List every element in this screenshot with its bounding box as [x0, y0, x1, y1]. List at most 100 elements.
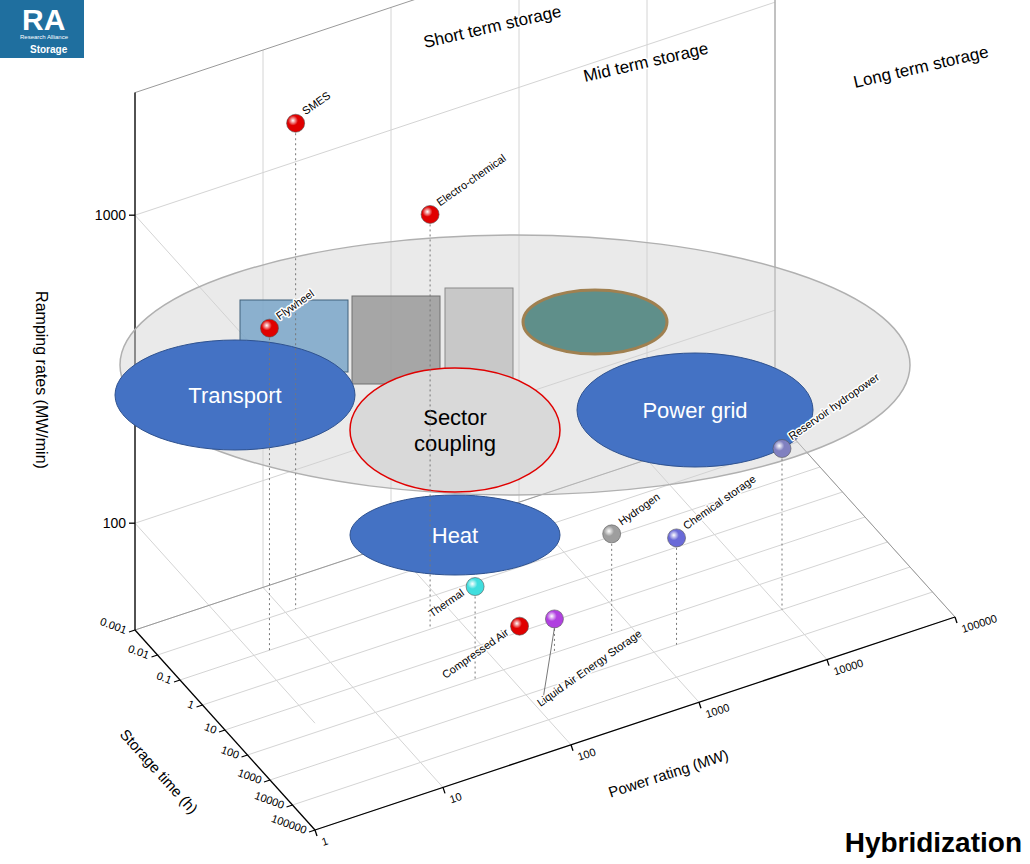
- point: [603, 525, 621, 543]
- x-tick-label: 0.01: [127, 642, 151, 661]
- point-label: SMES: [300, 89, 332, 117]
- photo-reservoir: [523, 290, 667, 354]
- point: [466, 578, 484, 596]
- x-tick-label: 10000: [253, 789, 286, 811]
- grid-line: [293, 592, 933, 805]
- logo-subtitle: Research Alliance: [20, 34, 69, 40]
- drop-line: [782, 449, 783, 610]
- grid-line: [315, 617, 955, 830]
- sector-ellipse: [115, 340, 355, 450]
- point: [511, 617, 529, 635]
- z-axis: [315, 617, 955, 830]
- x-axis-title: Storage time (h): [117, 726, 202, 817]
- grid-line: [203, 492, 843, 705]
- z-tick: [571, 745, 573, 751]
- y-tick-label: 100: [103, 515, 127, 531]
- grid-line: [391, 545, 571, 745]
- grid-line: [180, 467, 820, 680]
- point: [773, 440, 791, 458]
- z-tick: [315, 830, 317, 836]
- sector-ellipse: [350, 495, 560, 575]
- z-tick: [827, 660, 829, 666]
- drop-line: [269, 328, 270, 650]
- sector-ellipse: [577, 353, 813, 467]
- x-tick-label: 0.001: [98, 615, 128, 636]
- z-axis-title: Power rating (MW): [606, 746, 730, 801]
- axes: 10010000.0010.010.1110100100010000100000…: [33, 93, 999, 848]
- grid-line: [248, 542, 888, 755]
- center-ellipse: [350, 368, 560, 492]
- grid-line: [263, 587, 443, 787]
- chart: RAResearch Alliance Storage 100 1000 0.001 0.…: [0, 0, 1030, 864]
- x-tick: [197, 705, 203, 707]
- z-tick: [699, 702, 701, 708]
- footer: Hybridization: [845, 827, 1022, 858]
- x-tick: [287, 805, 293, 807]
- x-tick-label: 100: [220, 743, 241, 761]
- drop-line: [611, 534, 612, 634]
- drop-line: [676, 538, 677, 645]
- grid-line: [135, 523, 315, 723]
- x-axis: [135, 630, 315, 830]
- sector-label: Power grid: [642, 398, 747, 423]
- z-tick: [443, 787, 445, 793]
- point: [545, 610, 563, 628]
- x-tick: [219, 730, 225, 732]
- z-tick-label: 100000: [960, 612, 999, 635]
- point: [668, 529, 686, 547]
- photo-cabinet: [445, 288, 513, 380]
- sector-label: Transport: [188, 383, 281, 408]
- zone-label: Short term storage: [422, 2, 563, 52]
- x-tick-label: 10: [203, 720, 219, 735]
- z-tick-label: 100: [576, 746, 597, 763]
- x-tick: [264, 780, 270, 782]
- point-label: Compressed Air: [440, 626, 511, 681]
- zone-label: Mid term storage: [582, 39, 711, 86]
- point-label: Liquid Air Energy Storage: [535, 627, 644, 708]
- logo-box: [0, 0, 84, 58]
- point-label: Hydrogen: [616, 490, 662, 527]
- logo-caption: Storage: [30, 44, 68, 55]
- logo-title: RA: [22, 3, 65, 36]
- z-tick-label: 10: [448, 790, 463, 805]
- x-tick: [129, 630, 135, 632]
- x-tick-label: 1000: [236, 766, 263, 786]
- grid-line: [135, 2, 775, 215]
- x-tick: [152, 655, 158, 657]
- logo: RAResearch Alliance Storage: [0, 0, 84, 58]
- center-label-line: coupling: [414, 431, 496, 456]
- x-tick-label: 1: [186, 698, 196, 711]
- z-tick-label: 1: [320, 835, 330, 848]
- sector-label: Heat: [432, 523, 478, 548]
- x-tick-label: 0.1: [155, 669, 173, 686]
- point-labels: SMESElectro-chemicalFlywheelHydrogenChem…: [274, 89, 882, 708]
- x-tick: [174, 680, 180, 682]
- zone-label: Long term storage: [852, 42, 991, 92]
- grid-line: [647, 460, 827, 660]
- x-tick: [309, 830, 315, 832]
- z-tick-label: 10000: [832, 657, 865, 678]
- point: [260, 319, 278, 337]
- y-tick: [129, 523, 135, 524]
- drop-line: [295, 123, 296, 609]
- drop-line: [430, 214, 431, 629]
- point: [421, 205, 439, 223]
- drop-line: [475, 587, 476, 680]
- y-tick: [129, 215, 135, 216]
- grid-line: [270, 567, 910, 780]
- points: [260, 114, 791, 679]
- grid-line: [135, 630, 315, 830]
- x-tick-label: 100000: [270, 812, 309, 836]
- center-label: Sectorcoupling: [414, 405, 496, 456]
- point-label: Thermal: [426, 586, 466, 619]
- box-edge: [135, 0, 775, 93]
- overlay: Transport Power grid Heat Sectorcoupling: [115, 235, 910, 575]
- page: {"logo": {"title": "RA", "subtitle": "Re…: [0, 0, 1030, 864]
- point-label: Chemical storage: [681, 473, 758, 532]
- x-tick: [242, 755, 248, 757]
- point-label: Reservoir hydropower: [786, 370, 881, 442]
- y-axis-title: Ramping rates (MW/min): [33, 291, 50, 469]
- y-tick-label: 1000: [95, 207, 126, 223]
- point-label: Electro-chemical: [434, 152, 507, 208]
- center-label-line: Sector: [423, 405, 487, 430]
